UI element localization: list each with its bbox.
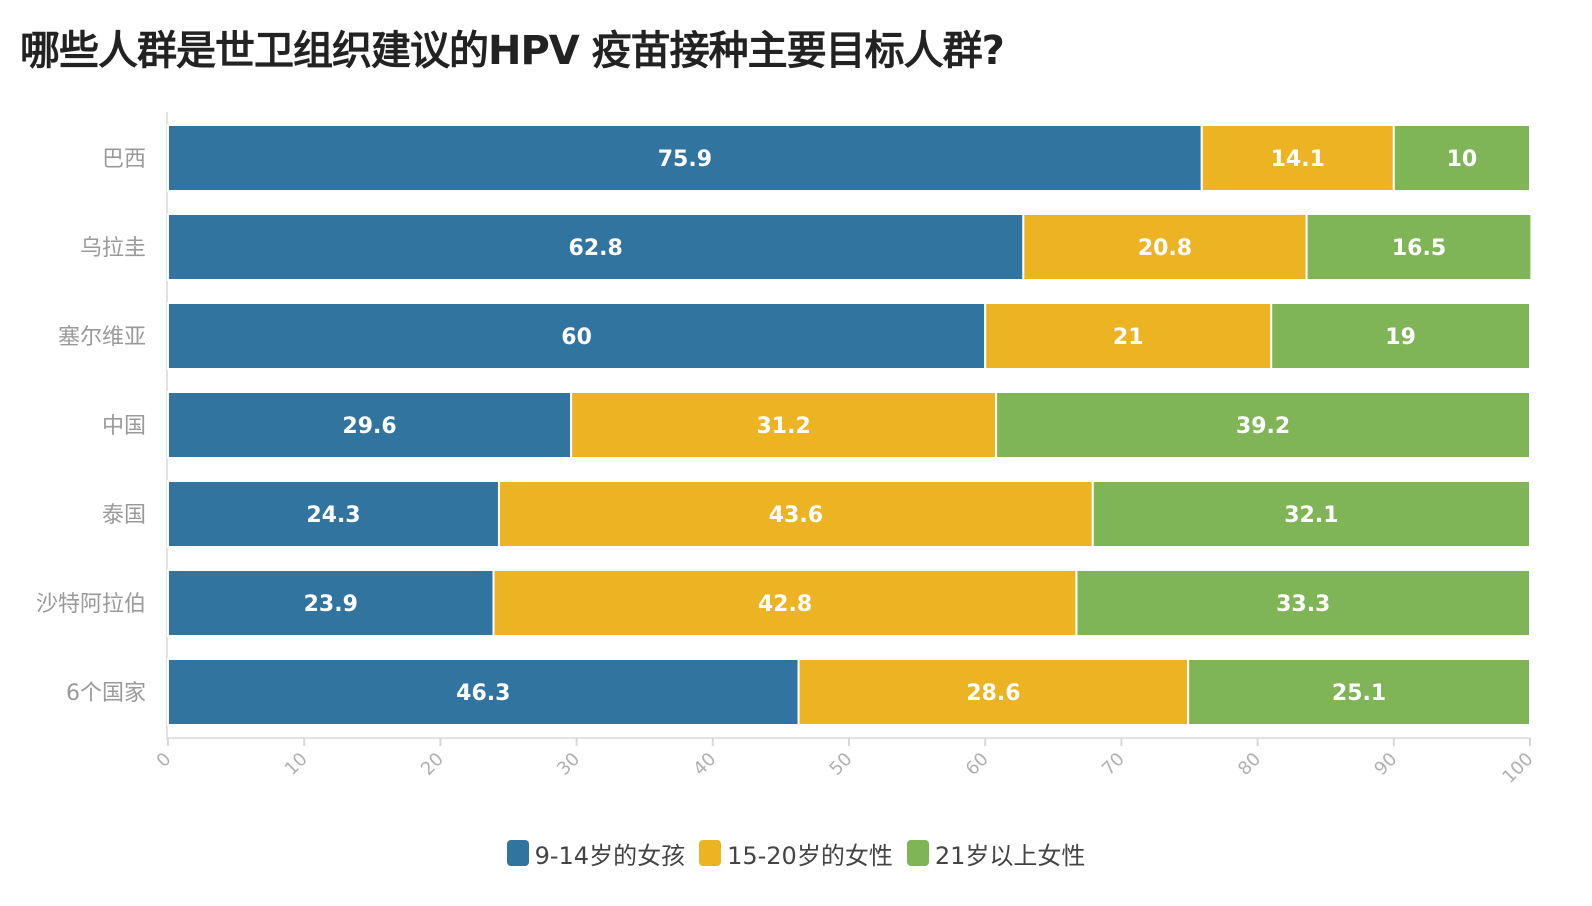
bar-segment <box>1270 302 1531 370</box>
bar-value-label: 10 <box>1447 147 1478 172</box>
bar-segment <box>1091 480 1531 548</box>
bar-value-label: 62.8 <box>569 236 623 261</box>
bars-layer: 75.9 14.1 10 62.8 20.8 16.5 60 21 19 29.6 31.2 39.2… <box>167 124 1533 726</box>
category-label: 中国 <box>102 414 146 439</box>
chart-title: 哪些人群是世卫组织建议的HPV 疫苗接种主要目标人群? <box>20 28 1005 74</box>
bar-segment <box>1392 124 1532 192</box>
x-tick-label: 90 <box>1370 749 1401 780</box>
bar-segment <box>1075 569 1531 637</box>
legend-swatch <box>906 840 929 866</box>
bar-value-label: 43.6 <box>769 503 823 528</box>
legend-item[interactable]: 21岁以上女性 <box>906 836 1086 871</box>
bar-value-label: 32.1 <box>1284 503 1338 528</box>
category-label: 乌拉圭 <box>80 236 146 261</box>
bar-segment <box>1305 213 1533 281</box>
bar-segment <box>167 480 500 548</box>
bar-value-label: 16.5 <box>1392 236 1446 261</box>
category-label: 泰国 <box>102 503 146 528</box>
x-tick-label: 10 <box>281 749 312 780</box>
bar-value-label: 28.6 <box>966 681 1020 706</box>
bar-segment <box>167 302 987 370</box>
x-tick-label: 40 <box>689 749 720 780</box>
bar-segment <box>167 658 800 726</box>
legend-swatch <box>506 840 529 866</box>
bar-value-label: 14.1 <box>1271 147 1325 172</box>
bar-value-label: 42.8 <box>758 592 812 617</box>
bar-segment <box>492 569 1078 637</box>
legend-swatch <box>699 840 722 866</box>
legend: 9-14岁的女孩 15-20岁的女性 21岁以上女性 <box>0 835 1592 871</box>
x-tick-label: 20 <box>417 749 448 780</box>
category-label: 沙特阿拉伯 <box>36 592 146 617</box>
bar-segment <box>1187 658 1531 726</box>
x-tick-label: 30 <box>553 749 584 780</box>
bar-value-label: 25.1 <box>1332 681 1386 706</box>
bar-segment <box>1200 124 1395 192</box>
x-tick-label: 80 <box>1234 749 1265 780</box>
bar-segment <box>167 213 1025 281</box>
bar-segment <box>167 124 1203 192</box>
bar-value-label: 23.9 <box>304 592 358 617</box>
legend-label: 9-14岁的女孩 <box>534 841 686 870</box>
x-tick-label: 60 <box>962 749 993 780</box>
x-tick-label: 0 <box>153 749 176 772</box>
bar-segment <box>570 391 998 459</box>
bar-segment <box>797 658 1190 726</box>
bar-segment <box>1022 213 1308 281</box>
bar-value-label: 19 <box>1385 325 1416 350</box>
bar-value-label: 60 <box>561 325 592 350</box>
bar-value-label: 75.9 <box>658 147 712 172</box>
x-axis-ticks: 0 10 20 30 40 50 60 70 80 90 100 <box>153 738 1538 788</box>
bar-segment <box>167 569 495 637</box>
legend-label: 21岁以上女性 <box>934 841 1086 870</box>
x-tick-label: 70 <box>1098 749 1129 780</box>
bar-value-label: 31.2 <box>756 414 810 439</box>
legend-label: 15-20岁的女性 <box>727 841 893 870</box>
bar-value-label: 21 <box>1113 325 1144 350</box>
bar-value-label: 24.3 <box>306 503 360 528</box>
category-label: 塞尔维亚 <box>58 325 146 350</box>
x-tick-label: 50 <box>825 749 856 780</box>
bar-segment <box>995 391 1531 459</box>
bar-value-label: 39.2 <box>1236 414 1290 439</box>
legend-item[interactable]: 15-20岁的女性 <box>699 836 893 871</box>
bar-value-label: 46.3 <box>456 681 510 706</box>
legend-item[interactable]: 9-14岁的女孩 <box>506 836 686 871</box>
bar-value-label: 29.6 <box>342 414 396 439</box>
bar-value-label: 33.3 <box>1276 592 1330 617</box>
x-tick-label: 100 <box>1498 749 1537 788</box>
category-label: 6个国家 <box>66 681 146 706</box>
bar-value-label: 20.8 <box>1138 236 1192 261</box>
category-label: 巴西 <box>102 147 146 172</box>
